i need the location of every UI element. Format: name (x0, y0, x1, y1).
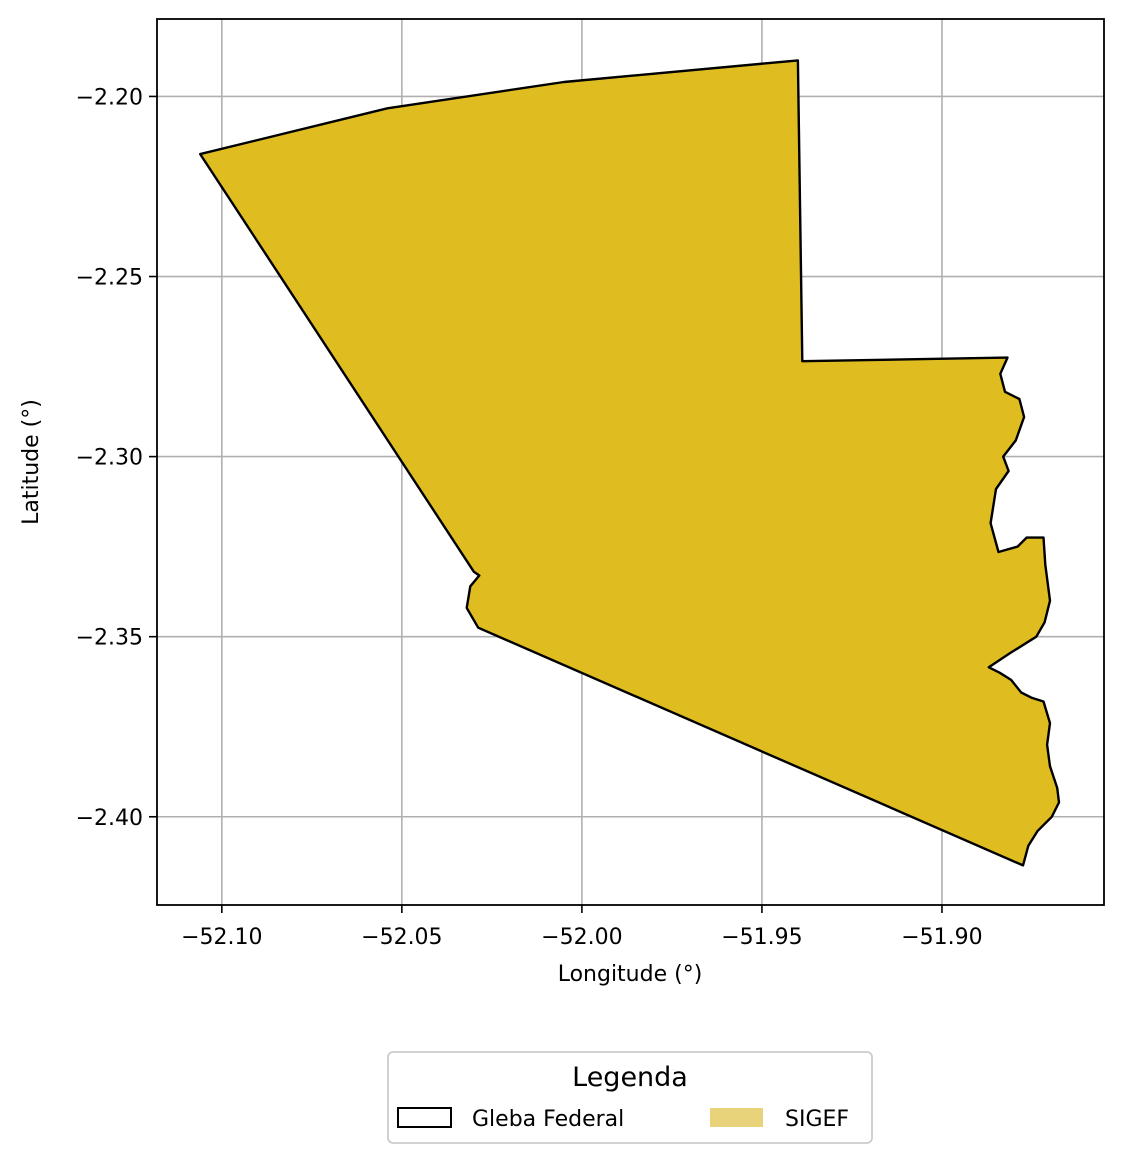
y-tick-label: −2.35 (76, 626, 143, 651)
x-tick-label: −51.95 (721, 925, 802, 950)
x-tick-label: −52.05 (361, 925, 442, 950)
legend-swatch-gleba-federal (397, 1107, 452, 1128)
legend-label-sigef: SIGEF (785, 1107, 849, 1132)
legend-title: Legenda (572, 1062, 688, 1093)
y-tick-label: −2.30 (76, 446, 143, 471)
y-tick-label: −2.40 (76, 806, 143, 831)
y-tick-label: −2.25 (76, 266, 143, 291)
x-axis-ticks: −52.10 −52.05 −52.00 −51.95 −51.90 (181, 905, 983, 950)
gleba-federal-outline (199, 59, 1061, 867)
legend-swatch-sigef (710, 1108, 763, 1127)
axes-frame (156, 18, 1105, 906)
x-tick-label: −52.00 (541, 925, 622, 950)
legend-label-gleba-federal: Gleba Federal (472, 1107, 624, 1132)
x-tick-label: −52.10 (181, 925, 262, 950)
legend: Legenda Gleba Federal SIGEF (387, 1051, 873, 1144)
y-axis-label: Latitude (°) (19, 399, 44, 525)
sigef-area (200, 60, 1059, 866)
y-tick-label: −2.20 (76, 85, 143, 110)
y-axis-ticks: −2.20 −2.25 −2.30 −2.35 −2.40 (76, 85, 157, 831)
x-tick-label: −51.90 (901, 925, 982, 950)
x-axis-label: Longitude (°) (558, 962, 703, 987)
